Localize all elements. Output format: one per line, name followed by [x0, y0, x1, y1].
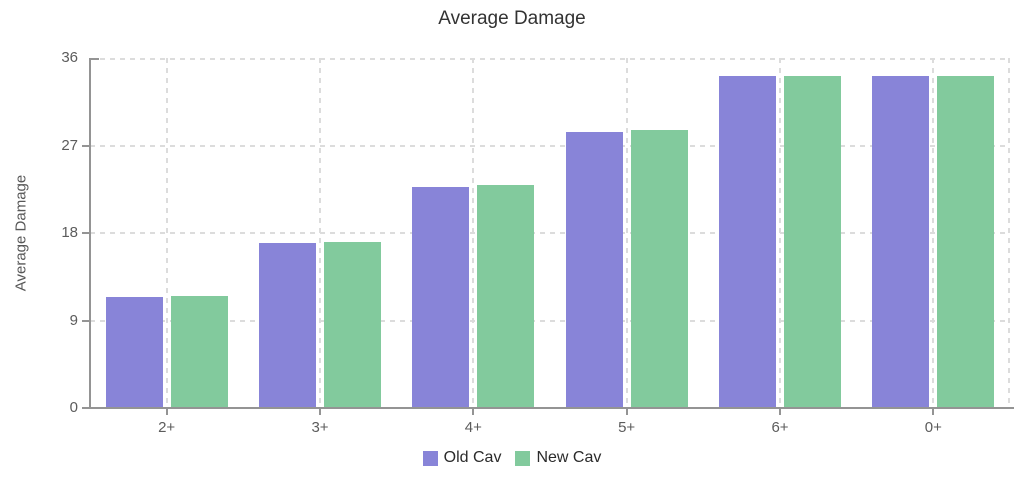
y-tick-label-36: 36: [61, 49, 78, 66]
gridline-x-0+: [932, 58, 935, 408]
x-tick-0+: [932, 408, 935, 415]
gridline-y-36: [90, 58, 1010, 60]
bar-old-cav-3+: [259, 242, 316, 408]
bar-new-cav-4+: [477, 185, 535, 408]
bar-new-cav-5+: [630, 129, 688, 408]
gridline-x-6+: [779, 58, 781, 408]
x-tick-label-3+: 3+: [311, 419, 329, 436]
bar-old-cav-2+: [105, 297, 163, 408]
x-tick-6+: [779, 408, 781, 415]
legend-item-old-cav: Old Cav: [422, 449, 502, 467]
legend-swatch-icon: [515, 450, 531, 466]
bar-new-cav-3+: [324, 241, 381, 408]
gridline-y-27: [90, 144, 1010, 147]
bar-new-cav-6+: [784, 75, 841, 408]
legend-swatch-icon: [422, 450, 438, 466]
legend-item-new-cav: New Cav: [515, 449, 601, 467]
y-tick-label-0: 0: [69, 399, 78, 416]
x-tick-4+: [472, 408, 475, 415]
plot-area: 0 9 18 27 36 2+ 3+ 4+ 5+ 6+ 0+: [61, 49, 1014, 436]
x-tick-label-6+: 6+: [771, 419, 789, 436]
y-tick-label-18: 18: [61, 224, 78, 241]
y-axis-top-cap: [89, 58, 99, 60]
y-tick-27: [82, 144, 90, 147]
bar-new-cav-0+: [937, 75, 995, 408]
bar-new-cav-2+: [170, 296, 228, 408]
y-tick-18: [82, 232, 90, 234]
bar-old-cav-0+: [872, 76, 930, 408]
bar-old-cav-5+: [565, 131, 623, 408]
x-axis-line: [82, 407, 1014, 409]
y-axis-title: Average Damage: [12, 174, 30, 292]
y-tick-9: [82, 319, 90, 322]
x-tick-label-5+: 5+: [618, 419, 636, 436]
x-tick-5+: [625, 408, 628, 415]
legend-label: Old Cav: [443, 449, 502, 466]
bar-old-cav-4+: [412, 187, 470, 408]
x-tick-3+: [319, 408, 321, 415]
y-tick-label-27: 27: [61, 136, 78, 154]
gridline-x-3+: [319, 58, 321, 408]
gridline-y-9: [90, 319, 1010, 322]
y-axis-line: [89, 58, 91, 409]
chart-title: Average Damage: [438, 8, 586, 29]
gridline-x-5+: [625, 58, 628, 408]
legend-label: New Cav: [536, 449, 602, 466]
gridline-x-4+: [472, 58, 475, 408]
x-tick-2+: [165, 408, 168, 415]
y-tick-label-9: 9: [69, 311, 78, 329]
legend: Old Cav New Cav: [0, 449, 1024, 467]
x-tick-label-0+: 0+: [924, 419, 942, 436]
gridline-y-18: [90, 232, 1010, 234]
bar-old-cav-6+: [719, 76, 776, 408]
x-tick-label-4+: 4+: [464, 419, 482, 436]
x-tick-label-2+: 2+: [158, 419, 176, 436]
plot-right-border: [1008, 58, 1010, 408]
gridline-x-2+: [165, 58, 168, 408]
